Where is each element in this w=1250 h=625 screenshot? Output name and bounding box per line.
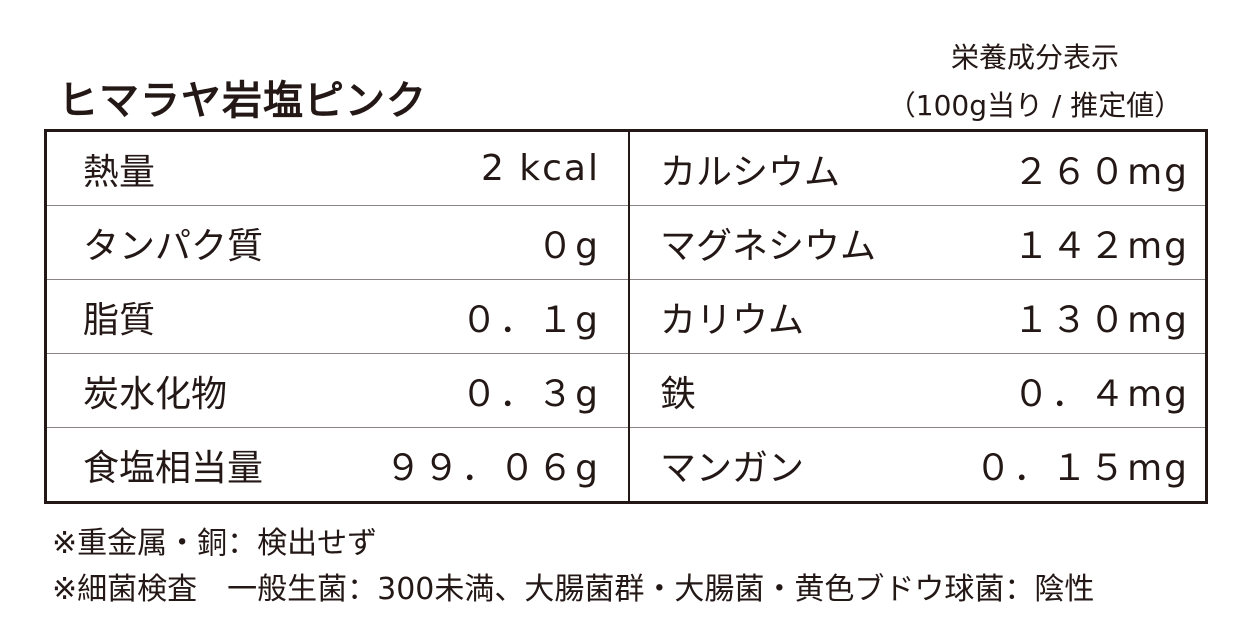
note-bacteria-test: ※細菌検査 一般生菌：300未満、大腸菌群・大腸菌・黄色ブドウ球菌：陰性: [52, 572, 1095, 607]
row-value: 2 kcal: [480, 148, 600, 189]
nutrition-table: 熱量 2 kcal タンパク質 ０g 脂質 ０．１g 炭水化物 ０．３g 食塩相当量 ９９…: [44, 129, 1208, 504]
table-row: タンパク質 ０g: [47, 206, 628, 280]
row-value: ０．１５mg: [975, 447, 1189, 489]
row-label: 食塩相当量: [83, 447, 264, 489]
nutrition-heading: 栄養成分表示: [950, 41, 1119, 74]
row-value: １３０mg: [1013, 299, 1189, 341]
row-value: ０．４mg: [1013, 373, 1189, 415]
table-row: カルシウム ２６０mg: [630, 132, 1205, 206]
row-label: マグネシウム: [660, 225, 877, 267]
note-heavy-metals: ※重金属・銅：検出せず: [52, 526, 378, 561]
row-value: １４２mg: [1013, 225, 1189, 267]
table-row: 食塩相当量 ９９．０６g: [47, 428, 628, 501]
row-label: マンガン: [660, 447, 805, 489]
row-label: カルシウム: [660, 151, 841, 193]
table-row: 鉄 ０．４mg: [630, 354, 1205, 428]
table-row: 熱量 2 kcal: [47, 132, 628, 206]
row-label: 炭水化物: [83, 373, 228, 415]
table-row: マンガン ０．１５mg: [630, 428, 1205, 501]
product-title: ヒマラヤ岩塩ピンク: [58, 78, 427, 124]
row-value: ９９．０６g: [385, 447, 600, 489]
table-row: マグネシウム １４２mg: [630, 206, 1205, 280]
row-label: 鉄: [660, 373, 697, 415]
table-row: 脂質 ０．１g: [47, 280, 628, 354]
table-row: カリウム １３０mg: [630, 280, 1205, 354]
row-value: ２６０mg: [1013, 151, 1189, 193]
row-value: ０g: [537, 225, 600, 267]
row-label: 脂質: [83, 299, 156, 341]
nutrition-column-right: カルシウム ２６０mg マグネシウム １４２mg カリウム １３０mg 鉄 ０．４mg …: [630, 132, 1205, 501]
nutrition-column-left: 熱量 2 kcal タンパク質 ０g 脂質 ０．１g 炭水化物 ０．３g 食塩相当量 ９９…: [47, 132, 630, 501]
row-label: カリウム: [660, 299, 805, 341]
row-value: ０．１g: [461, 299, 600, 341]
row-label: タンパク質: [83, 225, 264, 267]
table-row: 炭水化物 ０．３g: [47, 354, 628, 428]
nutrition-basis: （100g当り / 推定値）: [887, 89, 1183, 122]
row-label: 熱量: [83, 151, 156, 193]
row-value: ０．３g: [461, 373, 600, 415]
